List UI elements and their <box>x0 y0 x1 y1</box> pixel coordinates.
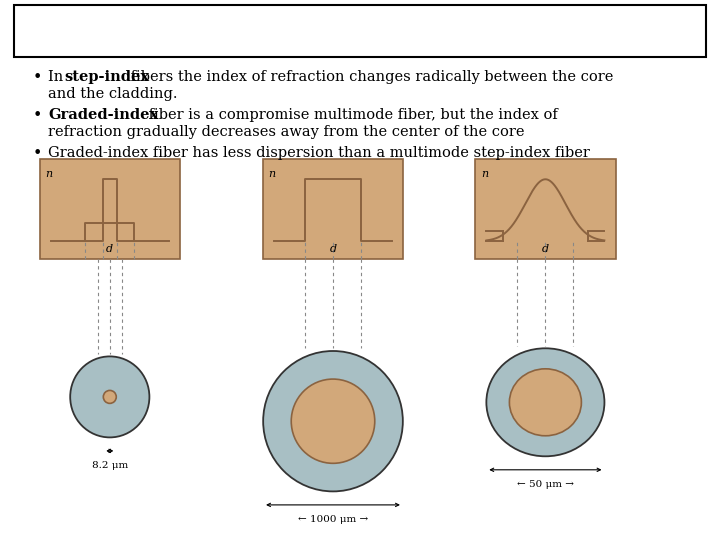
Ellipse shape <box>510 369 582 436</box>
Bar <box>475 159 616 259</box>
Text: Types of Fiber on the basis on Index: Types of Fiber on the basis on Index <box>78 16 642 47</box>
Bar <box>40 159 180 259</box>
Text: ← 50 μm →: ← 50 μm → <box>517 480 574 489</box>
Text: d: d <box>107 244 113 254</box>
Text: •: • <box>32 108 42 123</box>
Text: In: In <box>48 70 68 84</box>
Text: and the cladding.: and the cladding. <box>48 87 178 102</box>
Ellipse shape <box>487 348 605 456</box>
Text: n: n <box>269 169 276 179</box>
Text: d: d <box>542 244 549 254</box>
Text: •: • <box>32 146 42 161</box>
Bar <box>14 5 706 57</box>
Text: ← 1000 μm →: ← 1000 μm → <box>298 515 368 524</box>
Text: n: n <box>45 169 53 179</box>
Text: fibers the index of refraction changes radically between the core: fibers the index of refraction changes r… <box>126 70 613 84</box>
Text: fiber is a compromise multimode fiber, but the index of: fiber is a compromise multimode fiber, b… <box>144 108 558 122</box>
Ellipse shape <box>291 379 374 463</box>
Bar <box>263 159 403 259</box>
Text: step-index: step-index <box>65 70 150 84</box>
Text: Graded-index: Graded-index <box>48 108 158 122</box>
Ellipse shape <box>70 356 150 437</box>
Ellipse shape <box>104 390 117 403</box>
Text: Graded-index fiber has less dispersion than a multimode step-index fiber: Graded-index fiber has less dispersion t… <box>48 146 590 160</box>
Text: d: d <box>330 244 336 254</box>
Text: •: • <box>32 70 42 85</box>
Ellipse shape <box>264 351 403 491</box>
Text: 8.2 μm: 8.2 μm <box>91 461 128 470</box>
Text: refraction gradually decreases away from the center of the core: refraction gradually decreases away from… <box>48 125 525 139</box>
Text: n: n <box>481 169 488 179</box>
